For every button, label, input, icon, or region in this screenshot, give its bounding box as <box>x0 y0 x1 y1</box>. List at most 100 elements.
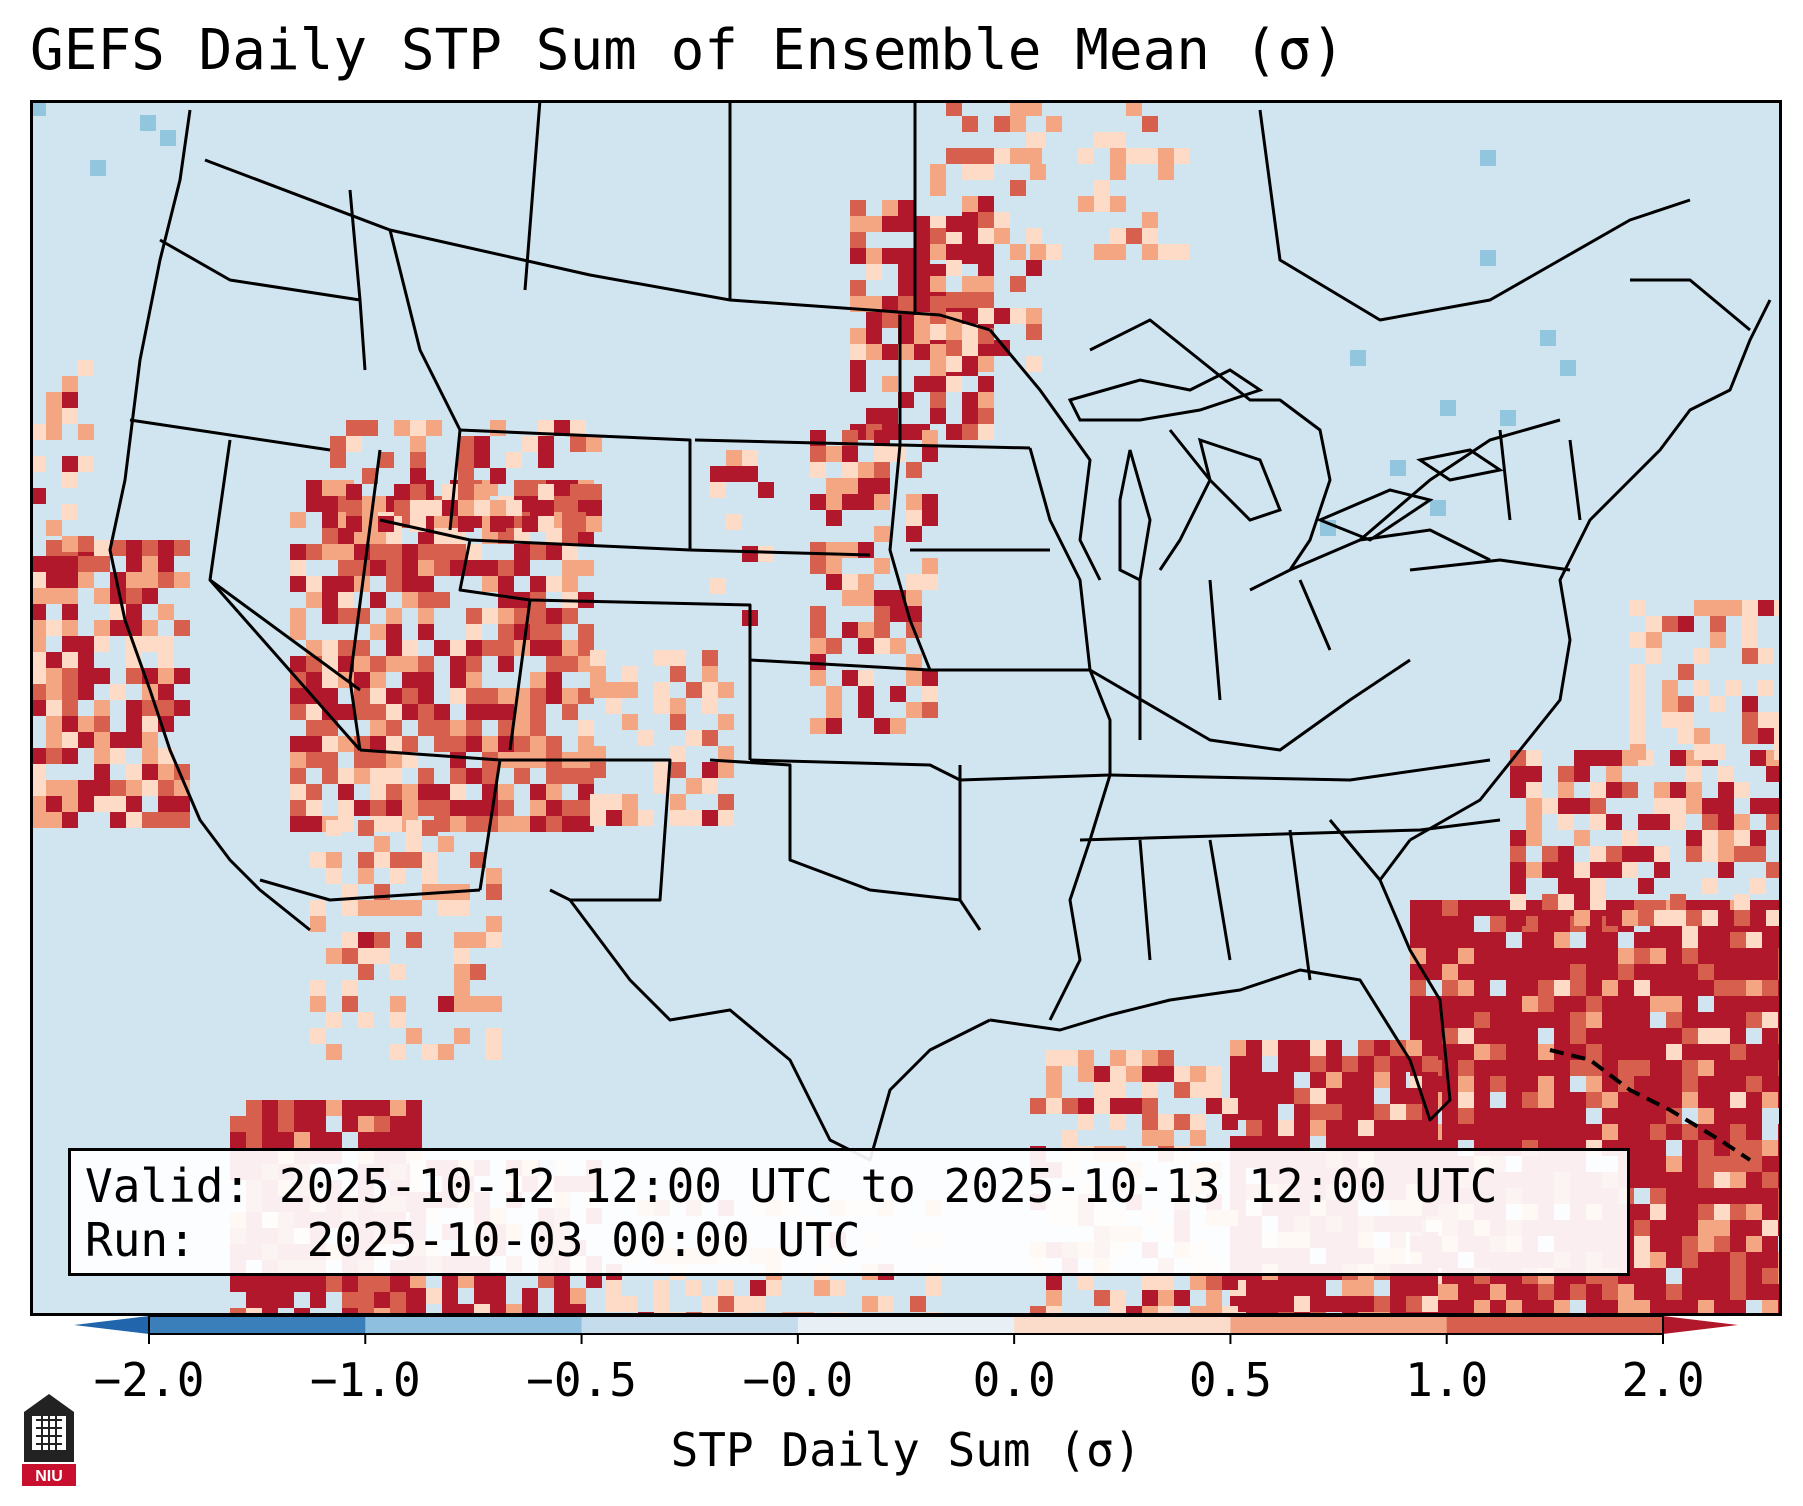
stp-cell <box>1554 1284 1570 1300</box>
stp-cell <box>1646 616 1662 632</box>
stp-cell <box>530 672 546 688</box>
stp-cell <box>1622 830 1638 846</box>
stp-cell <box>1206 1082 1222 1098</box>
stp-cell <box>882 344 898 360</box>
stp-cell <box>1078 1114 1094 1130</box>
stp-cell <box>962 164 978 180</box>
stp-cell <box>46 620 62 636</box>
stp-cell <box>142 540 158 556</box>
stp-cell <box>1158 244 1174 260</box>
stp-cell <box>1766 798 1782 814</box>
stp-cell <box>1094 132 1110 148</box>
stp-cell <box>1718 862 1734 878</box>
stp-cell <box>1510 910 1526 926</box>
stp-cell <box>914 296 930 312</box>
stp-cell <box>322 544 338 560</box>
stp-cell <box>1046 1306 1062 1316</box>
stp-cell <box>1538 948 1554 964</box>
stp-cell <box>1762 1268 1778 1284</box>
stp-cell <box>562 656 578 672</box>
stp-cell <box>1158 1290 1174 1306</box>
stp-cell <box>1190 1114 1206 1130</box>
stp-cell <box>474 436 490 452</box>
stp-cell <box>126 604 142 620</box>
stp-cell <box>758 482 774 498</box>
stp-cell <box>1538 1124 1554 1140</box>
stp-cell <box>654 682 670 698</box>
stp-cell <box>914 344 930 360</box>
stp-cell <box>1110 1050 1126 1066</box>
stp-cell <box>1142 148 1158 164</box>
stp-cell <box>1666 1300 1682 1316</box>
stp-cell <box>1222 1306 1238 1316</box>
stp-cell <box>326 1132 342 1148</box>
map-title: GEFS Daily STP Sum of Ensemble Mean (σ) <box>30 18 1345 83</box>
stp-cell <box>406 900 422 916</box>
stp-cell <box>1746 1204 1762 1220</box>
stp-cell <box>546 768 562 784</box>
stp-cell <box>530 800 546 816</box>
stp-cell <box>1762 1188 1778 1204</box>
stp-cell <box>386 704 402 720</box>
stp-cell <box>1094 1066 1110 1082</box>
stp-cell <box>1666 1012 1682 1028</box>
stp-cell <box>1650 996 1666 1012</box>
stp-cell <box>1426 996 1442 1012</box>
stp-cell <box>326 820 342 836</box>
stp-cell <box>1714 996 1730 1012</box>
stp-cell <box>1666 980 1682 996</box>
stp-cell <box>1110 196 1126 212</box>
stp-cell <box>1650 980 1666 996</box>
stp-cell <box>1762 948 1778 964</box>
stp-cell <box>546 800 562 816</box>
stp-cell <box>1078 196 1094 212</box>
colorbar-tick-label: 0.5 <box>1189 1353 1272 1407</box>
stp-cell <box>46 796 62 812</box>
stp-cell <box>1458 1124 1474 1140</box>
stp-cell <box>1654 782 1670 798</box>
stp-cell <box>1554 1092 1570 1108</box>
stp-cell <box>1426 932 1442 948</box>
stp-cell <box>1522 1044 1538 1060</box>
stp-cell <box>450 688 466 704</box>
stp-cell <box>410 452 426 468</box>
stp-cell <box>1650 1076 1666 1092</box>
stp-cell <box>1694 648 1710 664</box>
stp-cell <box>290 656 306 672</box>
stp-cell <box>1422 1040 1438 1056</box>
stp-cell <box>1746 1060 1762 1076</box>
stp-cell <box>810 558 826 574</box>
stp-cell <box>1542 862 1558 878</box>
stp-cell <box>418 608 434 624</box>
stp-cell <box>994 340 1010 356</box>
stp-cell <box>1510 894 1526 910</box>
stp-cell <box>742 450 758 466</box>
stp-cell <box>30 572 46 588</box>
stp-cell <box>1746 1188 1762 1204</box>
stp-cell <box>1590 798 1606 814</box>
stp-cell <box>390 964 406 980</box>
colorbar-tick-label: 0.0 <box>973 1353 1056 1407</box>
stp-cell <box>1762 1236 1778 1252</box>
stp-cell <box>126 812 142 828</box>
stp-cell <box>1750 798 1766 814</box>
stp-cell <box>386 816 402 832</box>
stp-cell <box>1026 148 1042 164</box>
stp-cell <box>1142 1306 1158 1316</box>
stp-cell <box>1650 1300 1666 1316</box>
stp-cell <box>322 528 338 544</box>
stp-cell <box>46 716 62 732</box>
stp-cell <box>914 216 930 232</box>
stp-cell <box>1634 964 1650 980</box>
stp-cell <box>1310 1072 1326 1088</box>
stp-cell <box>1026 228 1042 244</box>
stp-cell <box>374 1276 390 1292</box>
stp-cell <box>866 296 882 312</box>
stp-cell <box>1618 1284 1634 1300</box>
stp-cell <box>450 560 466 576</box>
stp-cell <box>850 280 866 296</box>
stp-cell <box>1490 900 1506 916</box>
stp-cell <box>386 800 402 816</box>
stp-cell <box>1510 878 1526 894</box>
stp-cell <box>1746 1108 1762 1124</box>
